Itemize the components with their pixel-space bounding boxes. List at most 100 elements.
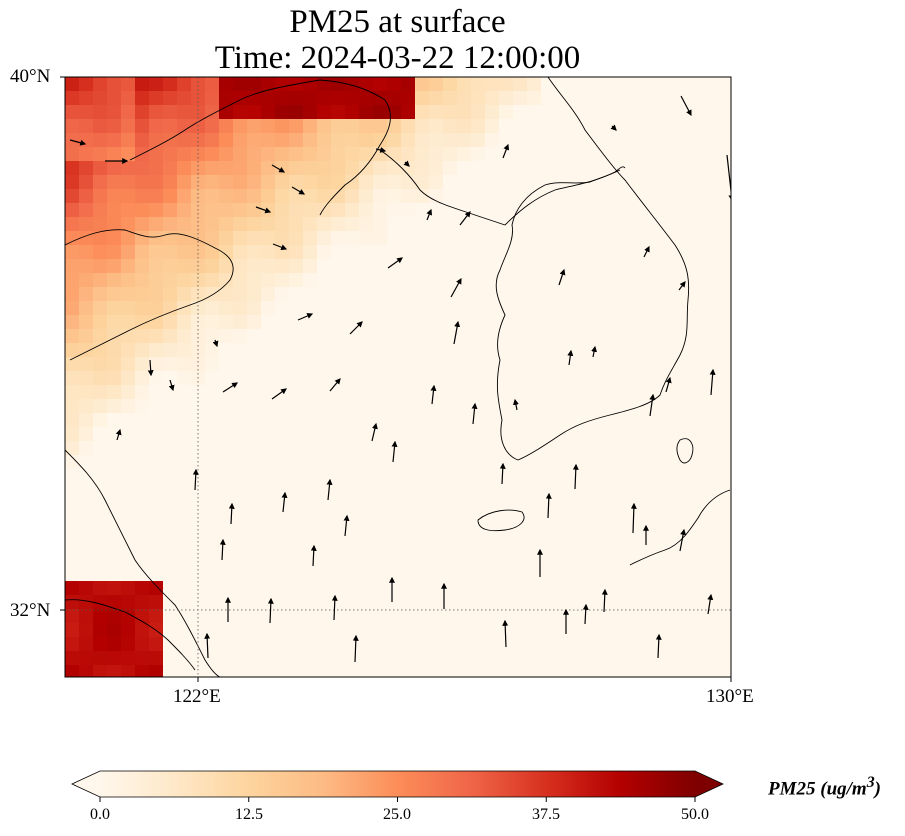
pm25-cell (401, 147, 416, 162)
pm25-cell (373, 287, 388, 302)
pm25-cell (163, 77, 178, 92)
pm25-cell (121, 413, 136, 428)
pm25-cell (597, 511, 612, 526)
pm25-cell (303, 77, 318, 92)
pm25-cell (177, 413, 192, 428)
pm25-cell (611, 525, 626, 540)
colorbar-extend-min (72, 771, 100, 797)
pm25-cell (583, 455, 598, 470)
pm25-cell (443, 329, 458, 344)
pm25-cell (149, 217, 164, 232)
pm25-cell (443, 581, 458, 596)
pm25-cell (471, 567, 486, 582)
pm25-cell (429, 539, 444, 554)
pm25-cell (345, 133, 360, 148)
pm25-cell (569, 371, 584, 386)
pm25-cell (681, 147, 696, 162)
pm25-cell (331, 287, 346, 302)
pm25-cell (93, 175, 108, 190)
pm25-cell (149, 91, 164, 106)
pm25-cell (415, 133, 430, 148)
pm25-cell (583, 665, 598, 677)
pm25-cell (667, 497, 682, 512)
pm25-cell (247, 595, 262, 610)
pm25-cell (177, 385, 192, 400)
pm25-cell (499, 623, 514, 638)
pm25-cell (387, 161, 402, 176)
pm25-cell (191, 497, 206, 512)
pm25-cell (289, 567, 304, 582)
pm25-cell (149, 469, 164, 484)
pm25-cell (457, 623, 472, 638)
pm25-cell (527, 203, 542, 218)
pm25-cell (695, 637, 710, 652)
pm25-cell (317, 259, 332, 274)
pm25-cell (401, 273, 416, 288)
pm25-cell (93, 595, 108, 610)
pm25-cell (611, 287, 626, 302)
pm25-cell (289, 623, 304, 638)
pm25-cell (345, 665, 360, 677)
pm25-cell (205, 203, 220, 218)
pm25-cell (709, 357, 724, 372)
pm25-cell (317, 161, 332, 176)
pm25-cell (289, 147, 304, 162)
pm25-cell (653, 623, 668, 638)
pm25-cell (261, 511, 276, 526)
pm25-cell (191, 273, 206, 288)
pm25-cell (373, 581, 388, 596)
pm25-cell (387, 385, 402, 400)
pm25-cell (569, 497, 584, 512)
pm25-cell (163, 427, 178, 442)
pm25-cell (667, 147, 682, 162)
pm25-cell (177, 329, 192, 344)
pm25-cell (317, 553, 332, 568)
pm25-cell (121, 175, 136, 190)
pm25-cell (611, 497, 626, 512)
pm25-cell (219, 595, 234, 610)
pm25-cell (457, 203, 472, 218)
pm25-cell (177, 231, 192, 246)
pm25-cell (149, 385, 164, 400)
wind-arrow (115, 428, 122, 441)
pm25-cell (527, 245, 542, 260)
pm25-cell (723, 133, 731, 148)
pm25-cell (65, 511, 80, 526)
wind-arrow (450, 277, 462, 298)
pm25-cell (681, 623, 696, 638)
pm25-cell (65, 441, 80, 456)
pm25-cell (317, 427, 332, 442)
pm25-cell (135, 427, 150, 442)
pm25-cell (177, 301, 192, 316)
pm25-cell (415, 483, 430, 498)
pm25-cell (457, 525, 472, 540)
pm25-cell (135, 175, 150, 190)
pm25-cell (457, 469, 472, 484)
pm25-cell (401, 301, 416, 316)
pm25-cell (723, 441, 731, 456)
pm25-cell (93, 231, 108, 246)
pm25-cell (667, 77, 682, 92)
pm25-cell (639, 357, 654, 372)
pm25-cell (569, 651, 584, 666)
pm25-cell (611, 273, 626, 288)
pm25-cell (177, 399, 192, 414)
pm25-cell (499, 497, 514, 512)
pm25-cell (135, 455, 150, 470)
pm25-cell (219, 343, 234, 358)
pm25-cell (65, 427, 80, 442)
pm25-cell (485, 609, 500, 624)
pm25-cell (667, 357, 682, 372)
pm25-cell (695, 119, 710, 134)
pm25-cell (79, 259, 94, 274)
pm25-cell (317, 371, 332, 386)
pm25-cell (597, 217, 612, 232)
pm25-cell (653, 441, 668, 456)
pm25-cell (373, 133, 388, 148)
pm25-cell (303, 175, 318, 190)
pm25-cell (93, 77, 108, 92)
pm25-cell (331, 357, 346, 372)
pm25-cell (121, 595, 136, 610)
pm25-cell (695, 329, 710, 344)
pm25-cell (681, 133, 696, 148)
